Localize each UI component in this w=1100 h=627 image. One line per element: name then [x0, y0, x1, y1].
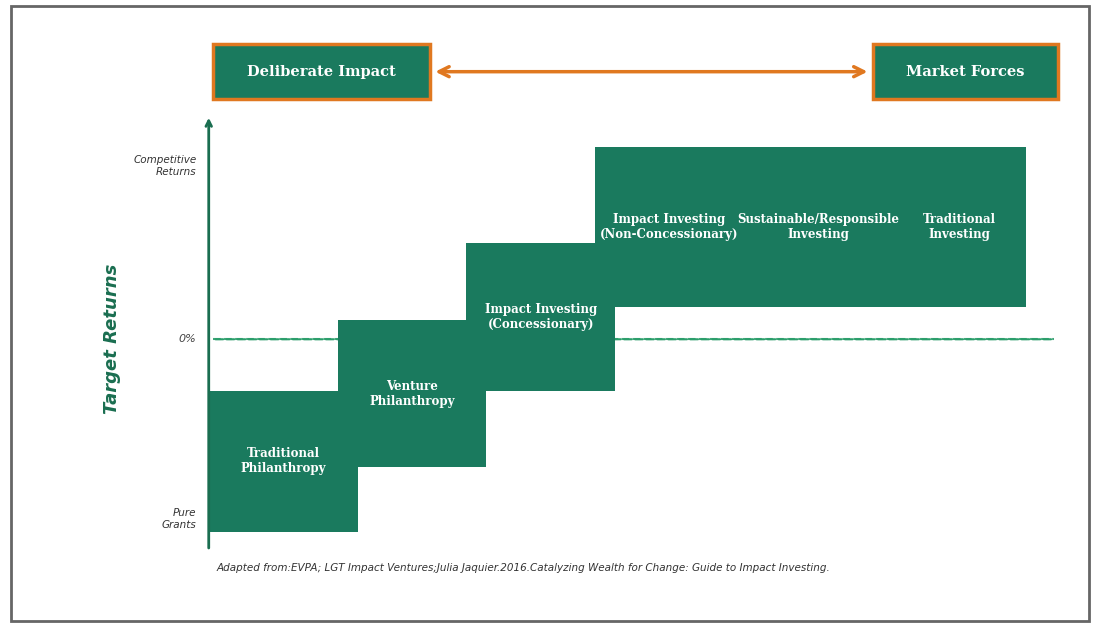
FancyBboxPatch shape [595, 147, 744, 307]
Text: Pure
Grants: Pure Grants [162, 508, 197, 530]
FancyBboxPatch shape [212, 45, 430, 99]
Text: Impact Investing
(Non-Concessionary): Impact Investing (Non-Concessionary) [601, 213, 739, 241]
Text: Market Forces: Market Forces [906, 65, 1024, 78]
Text: Traditional
Philanthropy: Traditional Philanthropy [241, 447, 326, 475]
FancyBboxPatch shape [466, 243, 615, 391]
Text: 0%: 0% [179, 334, 197, 344]
Text: Impact Investing
(Concessionary): Impact Investing (Concessionary) [485, 303, 597, 331]
Text: Sustainable/Responsible
Investing: Sustainable/Responsible Investing [737, 213, 900, 241]
Text: Traditional
Investing: Traditional Investing [923, 213, 996, 241]
Text: Venture
Philanthropy: Venture Philanthropy [370, 380, 454, 408]
Text: Adapted from:EVPA; LGT Impact Ventures;Julia Jaquier.2016.Catalyzing Wealth for : Adapted from:EVPA; LGT Impact Ventures;J… [217, 563, 831, 573]
FancyBboxPatch shape [893, 147, 1025, 307]
Text: Deliberate Impact: Deliberate Impact [248, 65, 396, 78]
Text: Target Returns: Target Returns [103, 264, 121, 414]
FancyBboxPatch shape [338, 320, 486, 468]
Text: Competitive
Returns: Competitive Returns [133, 155, 197, 177]
FancyBboxPatch shape [209, 391, 358, 532]
FancyBboxPatch shape [872, 45, 1058, 99]
FancyBboxPatch shape [744, 147, 893, 307]
